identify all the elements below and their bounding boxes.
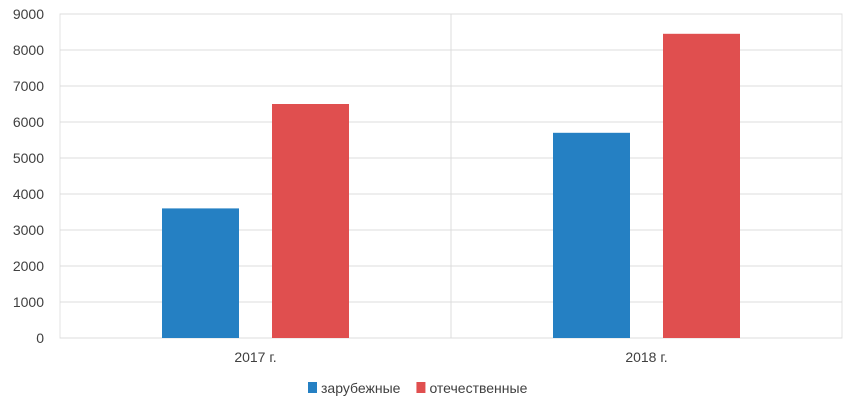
y-tick-label: 8000 [13,42,44,58]
y-tick-label: 7000 [13,78,44,94]
y-tick-label: 5000 [13,150,44,166]
legend-swatch [308,382,317,393]
legend-label: отечественные [429,380,527,396]
bar-зарубежные-2017 г. [162,208,239,338]
bar-отечественные-2017 г. [272,104,349,338]
y-tick-label: 1000 [13,294,44,310]
bar-отечественные-2018 г. [663,33,740,339]
bar-зарубежные-2018 г. [553,132,630,338]
y-tick-label: 3000 [13,222,44,238]
x-tick-label: 2017 г. [234,349,276,365]
y-tick-label: 6000 [13,114,44,130]
y-tick-label: 9000 [13,6,44,22]
y-tick-label: 2000 [13,258,44,274]
y-tick-label: 0 [36,330,44,346]
x-tick-label: 2018 г. [625,349,667,365]
legend-label: зарубежные [321,380,401,396]
legend-swatch [416,382,426,393]
y-tick-label: 4000 [13,186,44,202]
